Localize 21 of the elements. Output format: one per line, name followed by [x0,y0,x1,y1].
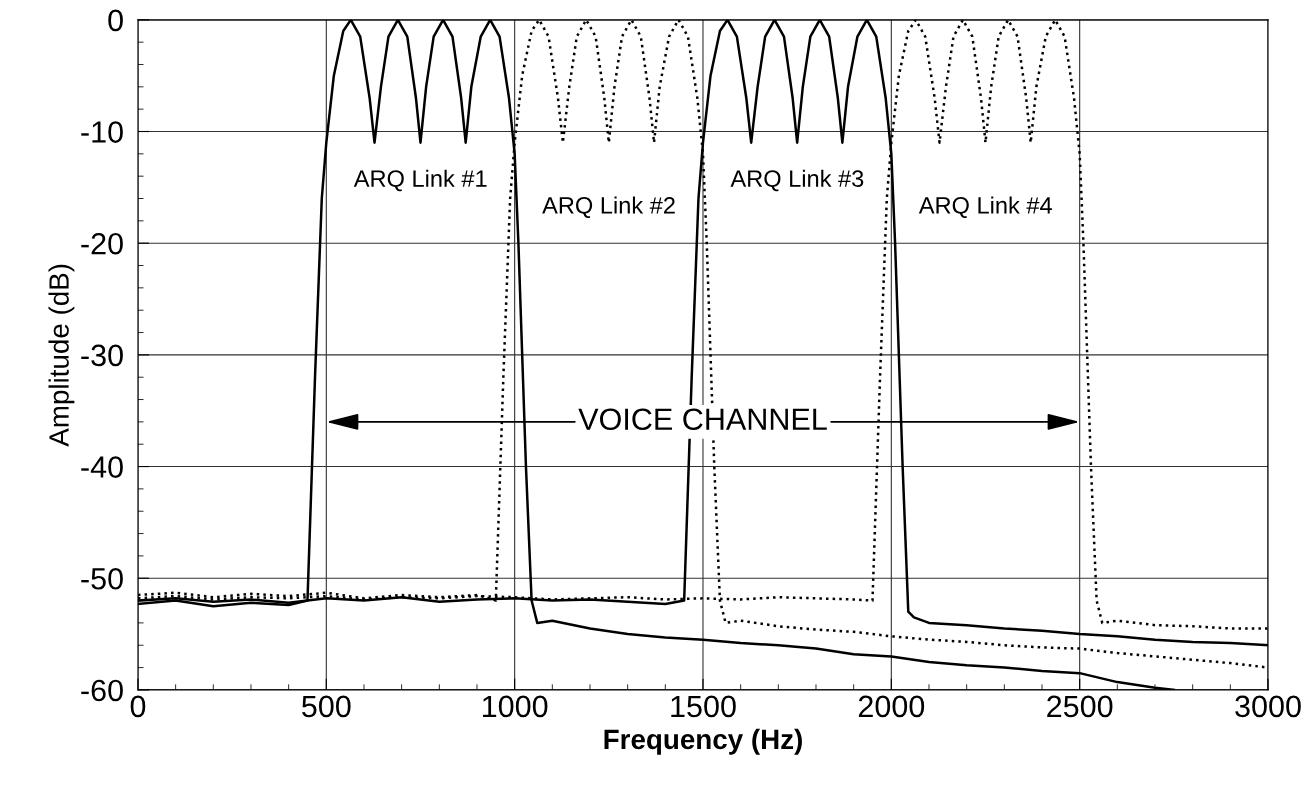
y-tick-label: 0 [108,9,123,32]
x-tick-label: 3000 [1235,695,1301,718]
y-tick-label: -60 [81,679,123,702]
series-label: ARQ Link #1 [353,169,487,192]
series-label: ARQ Link #3 [730,169,864,192]
series-label: ARQ Link #4 [918,196,1052,219]
y-axis-title: Amplitude (dB) [48,264,75,447]
y-tick-label: -20 [81,232,123,255]
x-tick-label: 2000 [858,695,925,718]
y-tick-label: -40 [81,456,123,478]
y-tick-label: -50 [81,567,123,590]
x-tick-label: 1500 [671,695,736,718]
x-tick-label: 1000 [483,695,548,718]
series-label: ARQ Link #2 [542,196,675,219]
y-tick-label: -30 [81,344,123,367]
x-axis-title: Frequency (Hz) [604,728,802,755]
x-tick-label: 2500 [1047,695,1113,718]
annotation: VOICE CHANNEL [578,408,827,431]
y-tick-label: -10 [81,121,123,143]
x-tick-label: 0 [130,695,146,718]
x-tick-label: 500 [302,695,351,718]
